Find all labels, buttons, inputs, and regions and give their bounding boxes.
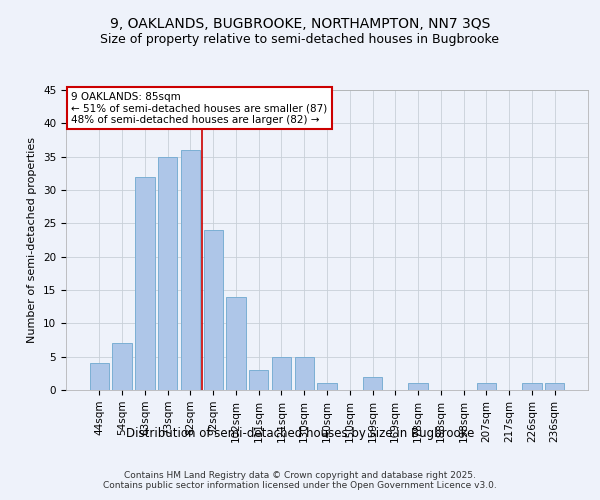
Bar — [226, 296, 245, 390]
Bar — [158, 156, 178, 390]
Bar — [272, 356, 291, 390]
Bar — [181, 150, 200, 390]
Bar — [90, 364, 109, 390]
Bar — [317, 384, 337, 390]
Text: Distribution of semi-detached houses by size in Bugbrooke: Distribution of semi-detached houses by … — [126, 428, 474, 440]
Bar — [112, 344, 132, 390]
Text: 9, OAKLANDS, BUGBROOKE, NORTHAMPTON, NN7 3QS: 9, OAKLANDS, BUGBROOKE, NORTHAMPTON, NN7… — [110, 18, 490, 32]
Text: Size of property relative to semi-detached houses in Bugbrooke: Size of property relative to semi-detach… — [101, 32, 499, 46]
Bar — [295, 356, 314, 390]
Y-axis label: Number of semi-detached properties: Number of semi-detached properties — [28, 137, 37, 343]
Bar — [476, 384, 496, 390]
Text: 9 OAKLANDS: 85sqm
← 51% of semi-detached houses are smaller (87)
48% of semi-det: 9 OAKLANDS: 85sqm ← 51% of semi-detached… — [71, 92, 328, 124]
Bar — [249, 370, 268, 390]
Text: Contains HM Land Registry data © Crown copyright and database right 2025.
Contai: Contains HM Land Registry data © Crown c… — [103, 470, 497, 490]
Bar — [409, 384, 428, 390]
Bar — [522, 384, 542, 390]
Bar — [203, 230, 223, 390]
Bar — [545, 384, 564, 390]
Bar — [363, 376, 382, 390]
Bar — [135, 176, 155, 390]
